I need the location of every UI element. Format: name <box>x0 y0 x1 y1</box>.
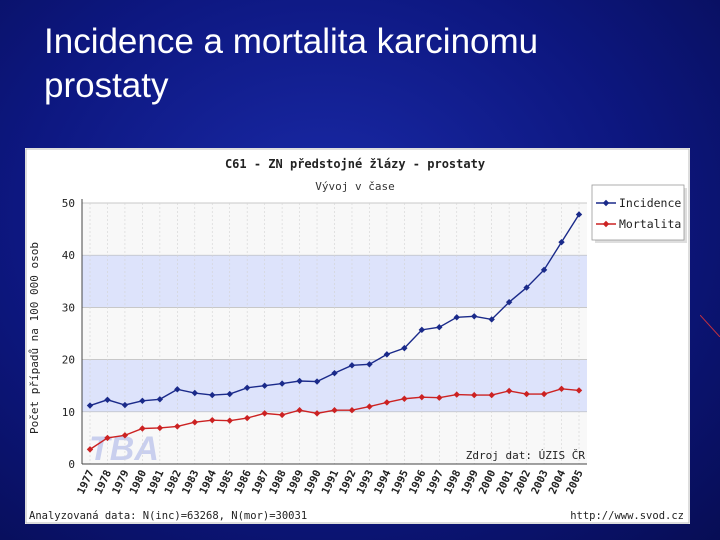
data-point-mortalita <box>313 410 321 417</box>
legend-marker <box>602 220 610 228</box>
y-tick-label: 50 <box>62 197 75 210</box>
data-point-mortalita <box>243 414 251 422</box>
y-tick-label: 0 <box>68 458 75 471</box>
data-point-mortalita <box>348 407 356 414</box>
data-point-incidence <box>243 384 251 391</box>
data-point-incidence <box>174 386 181 393</box>
legend: Incidence Mortalita <box>591 184 687 243</box>
data-point-mortalita <box>156 424 164 432</box>
y-tick-labels: 0 10 20 30 40 50 <box>62 197 75 471</box>
data-point-incidence <box>226 390 233 398</box>
legend-marker <box>602 199 610 207</box>
data-point-incidence <box>121 401 129 409</box>
data-point-incidence <box>383 351 391 358</box>
data-point-mortalita <box>418 393 426 401</box>
data-point-mortalita <box>139 425 146 432</box>
y-tick-label: 20 <box>62 354 75 367</box>
data-point-incidence <box>436 324 443 331</box>
legend-label: Incidence <box>619 196 681 210</box>
data-point-mortalita <box>86 446 94 453</box>
chart-title: C61 - ZN předstojné žlázy - prostaty <box>225 157 485 171</box>
data-point-mortalita <box>540 390 548 398</box>
data-point-mortalita <box>121 432 129 439</box>
data-point-mortalita <box>366 403 373 410</box>
data-point-incidence <box>471 313 478 320</box>
chart-subtitle: Vývoj v čase <box>315 180 394 193</box>
slide-title-line-2: prostaty <box>44 66 169 105</box>
data-point-incidence <box>575 211 583 218</box>
data-point-incidence <box>191 389 198 397</box>
y-tick-label: 40 <box>62 249 75 262</box>
legend-label: Mortalita <box>619 217 681 231</box>
data-point-mortalita <box>401 395 408 402</box>
chart: C61 - ZN předstojné žlázy - prostaty Výv… <box>25 148 690 524</box>
slide-title: Incidence a mortalita karcinomu prostaty <box>44 20 684 108</box>
data-point-mortalita <box>558 385 565 393</box>
data-point-mortalita <box>436 394 443 401</box>
data-point-mortalita <box>453 391 460 398</box>
data-point-incidence <box>505 298 513 306</box>
data-point-incidence <box>104 396 111 403</box>
data-point-incidence <box>558 238 565 246</box>
slide-title-line-1: Incidence a mortalita karcinomu <box>44 22 539 61</box>
y-tick-label: 30 <box>62 301 75 314</box>
legend-box <box>591 184 685 241</box>
data-point-incidence <box>418 326 426 334</box>
data-point-incidence <box>139 397 146 405</box>
data-point-mortalita <box>191 419 198 426</box>
data-point-incidence <box>209 391 216 399</box>
data-point-mortalita <box>296 407 303 414</box>
data-point-incidence <box>453 314 460 321</box>
data-point-mortalita <box>488 391 495 399</box>
y-axis-label: Počet případů na 100 000 osob <box>28 242 41 434</box>
source-note: Zdroj dat: ÚZIS ČR <box>466 449 586 462</box>
data-point-mortalita <box>505 387 513 395</box>
data-point-mortalita <box>331 407 338 414</box>
footer-analyzed-data: Analyzovaná data: N(inc)=63268, N(mor)=3… <box>29 510 307 522</box>
data-point-incidence <box>331 369 338 377</box>
y-tick-label: 10 <box>62 406 75 419</box>
data-point-incidence <box>86 402 94 409</box>
footer-url[interactable]: http://www.svod.cz <box>570 510 684 522</box>
series-layer <box>86 211 583 453</box>
data-point-incidence <box>488 316 495 323</box>
axes <box>81 199 587 465</box>
data-point-mortalita <box>209 416 216 424</box>
data-point-mortalita <box>471 391 478 399</box>
data-point-mortalita <box>383 399 391 406</box>
data-point-mortalita <box>174 423 181 430</box>
data-point-incidence <box>313 378 321 385</box>
data-point-incidence <box>540 266 548 274</box>
data-point-mortalita <box>226 417 233 424</box>
data-point-incidence <box>261 382 268 389</box>
data-point-mortalita <box>104 434 111 442</box>
chart-panel: C61 - ZN předstojné žlázy - prostaty Výv… <box>25 148 690 524</box>
data-point-incidence <box>296 377 303 385</box>
decorative-line <box>700 315 720 337</box>
data-point-mortalita <box>575 387 583 394</box>
data-point-incidence <box>348 362 356 369</box>
